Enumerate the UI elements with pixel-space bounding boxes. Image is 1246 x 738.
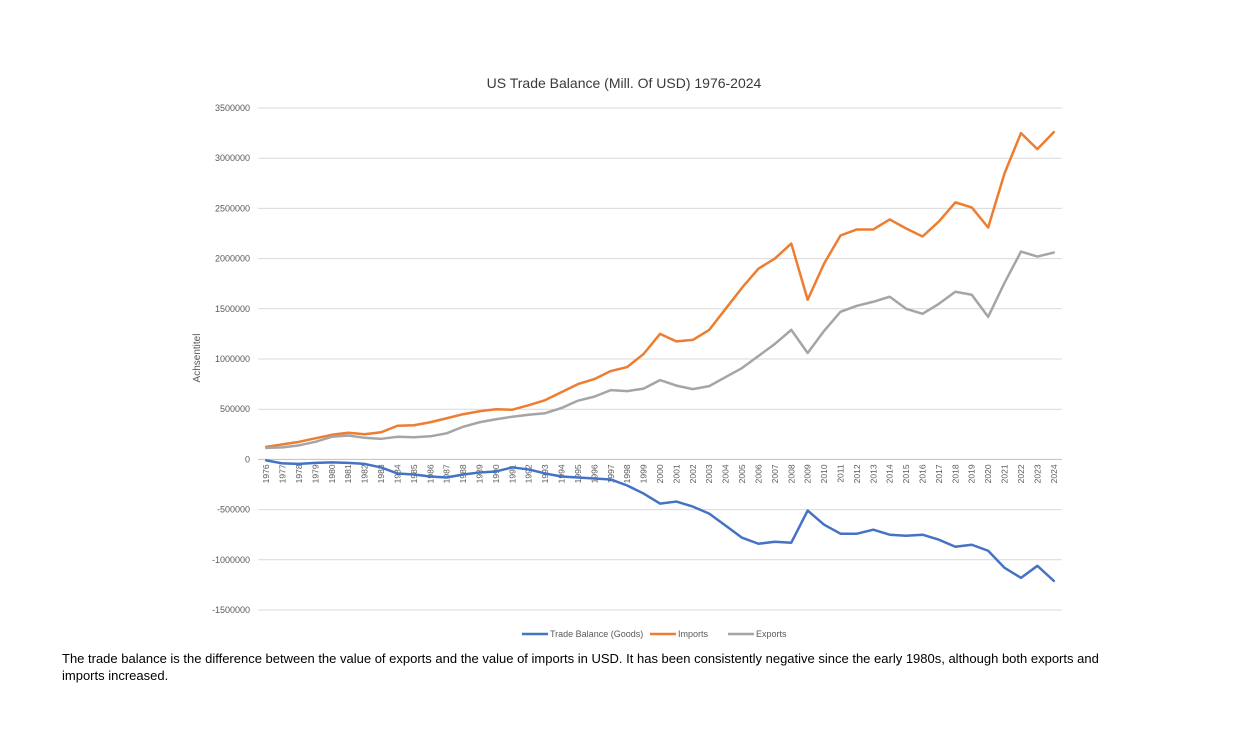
y-tick-label: -1500000 xyxy=(212,605,250,615)
x-tick-label: 2021 xyxy=(1000,464,1010,483)
x-tick-label: 1998 xyxy=(622,464,632,483)
chart-caption: The trade balance is the difference betw… xyxy=(62,651,1099,683)
y-tick-label: 2000000 xyxy=(215,254,250,264)
y-tick-label: 1500000 xyxy=(215,304,250,314)
y-tick-label: 2500000 xyxy=(215,203,250,213)
y-tick-label: -500000 xyxy=(217,505,250,515)
x-tick-label: 2010 xyxy=(819,464,829,483)
x-tick-label: 1991 xyxy=(507,464,517,483)
x-tick-label: 1995 xyxy=(573,464,583,483)
y-tick-label: 500000 xyxy=(220,404,250,414)
x-tick-label: 2014 xyxy=(885,464,895,483)
y-tick-label: 3500000 xyxy=(215,103,250,113)
x-tick-label: 2011 xyxy=(835,464,845,483)
y-tick-label: -1000000 xyxy=(212,555,250,565)
x-tick-label: 1977 xyxy=(278,464,288,483)
y-axis-title: Achsentitel xyxy=(192,334,203,383)
x-tick-label: 2016 xyxy=(918,464,928,483)
x-tick-label: 2017 xyxy=(934,464,944,483)
legend-label: Trade Balance (Goods) xyxy=(550,629,643,639)
x-tick-label: 2007 xyxy=(770,464,780,483)
x-tick-label: 1990 xyxy=(491,464,501,483)
legend-item: Exports xyxy=(728,629,787,639)
legend-item: Trade Balance (Goods) xyxy=(522,629,643,639)
x-tick-label: 2020 xyxy=(983,464,993,483)
x-tick-label: 2005 xyxy=(737,464,747,483)
y-tick-label: 1000000 xyxy=(215,354,250,364)
x-tick-label: 2013 xyxy=(868,464,878,483)
x-tick-label: 2006 xyxy=(753,464,763,483)
x-tick-label: 2003 xyxy=(704,464,714,483)
x-tick-label: 1996 xyxy=(589,464,599,483)
legend-item: Imports xyxy=(650,629,709,639)
x-tick-label: 2012 xyxy=(852,464,862,483)
x-tick-label: 1987 xyxy=(442,464,452,483)
x-tick-label: 2000 xyxy=(655,464,665,483)
line-chart: US Trade Balance (Mill. Of USD) 1976-202… xyxy=(192,75,1062,639)
x-tick-label: 2002 xyxy=(688,464,698,483)
series-line-trade-balance-goods xyxy=(264,459,1056,583)
x-tick-label: 2023 xyxy=(1032,464,1042,483)
x-tick-label: 2004 xyxy=(721,464,731,483)
x-tick-label: 1992 xyxy=(524,464,534,483)
x-tick-label: 1983 xyxy=(376,464,386,483)
x-tick-label: 2009 xyxy=(803,464,813,483)
y-tick-label: 0 xyxy=(245,454,250,464)
x-tick-label: 2024 xyxy=(1049,464,1059,483)
x-tick-label: 2022 xyxy=(1016,464,1026,483)
x-tick-label: 1978 xyxy=(294,464,304,483)
y-tick-label: 3000000 xyxy=(215,153,250,163)
x-tick-label: 1981 xyxy=(343,464,353,483)
chart-title: US Trade Balance (Mill. Of USD) 1976-202… xyxy=(487,75,762,91)
x-tick-label: 1976 xyxy=(261,464,271,483)
x-tick-label: 2019 xyxy=(967,464,977,483)
x-tick-label: 2008 xyxy=(786,464,796,483)
series-lines xyxy=(264,130,1056,583)
legend: Trade Balance (Goods) Imports Exports xyxy=(522,629,787,639)
x-tick-label: 1980 xyxy=(327,464,337,483)
x-tick-label: 1979 xyxy=(310,464,320,483)
x-tick-label: 2001 xyxy=(671,464,681,483)
x-tick-label: 2018 xyxy=(950,464,960,483)
x-tick-label: 1986 xyxy=(425,464,435,483)
legend-label: Imports xyxy=(678,629,709,639)
y-axis-ticks: 3500000 3000000 2500000 2000000 1500000 10000… xyxy=(212,103,250,615)
x-tick-label: 1989 xyxy=(475,464,485,483)
x-tick-label: 1997 xyxy=(606,464,616,483)
x-tick-label: 2015 xyxy=(901,464,911,483)
x-tick-label: 1999 xyxy=(639,464,649,483)
x-tick-label: 1982 xyxy=(360,464,370,483)
series-line-exports xyxy=(264,250,1056,450)
legend-label: Exports xyxy=(756,629,787,639)
gridlines xyxy=(258,107,1062,611)
series-line-imports xyxy=(264,130,1056,449)
x-tick-label: 1994 xyxy=(557,464,567,483)
